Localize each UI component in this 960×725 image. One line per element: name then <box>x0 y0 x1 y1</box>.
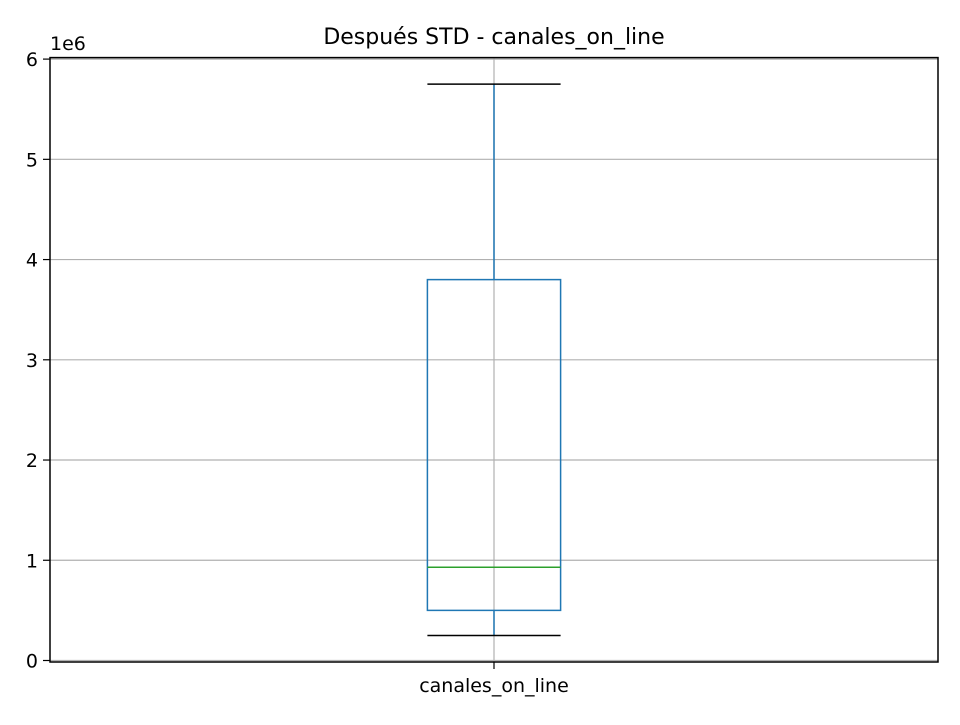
x-tick-label: canales_on_line <box>419 675 569 697</box>
chart-title: Después STD - canales_on_line <box>323 25 664 50</box>
y-tick-label: 4 <box>26 250 38 272</box>
box-layer <box>426 83 562 637</box>
y-tick-label: 1 <box>26 550 38 572</box>
y-tick-label: 6 <box>26 49 38 71</box>
y-tick-label: 3 <box>26 350 38 372</box>
y-tick-label: 5 <box>26 149 38 171</box>
y-tick-label: 0 <box>26 650 38 672</box>
y-axis-offset-label: 1e6 <box>50 33 86 55</box>
tick-layer: 0 1 2 3 4 5 6 canales_on_line <box>26 49 569 697</box>
interquartile-box <box>426 278 562 612</box>
y-tick-label: 2 <box>26 450 38 472</box>
